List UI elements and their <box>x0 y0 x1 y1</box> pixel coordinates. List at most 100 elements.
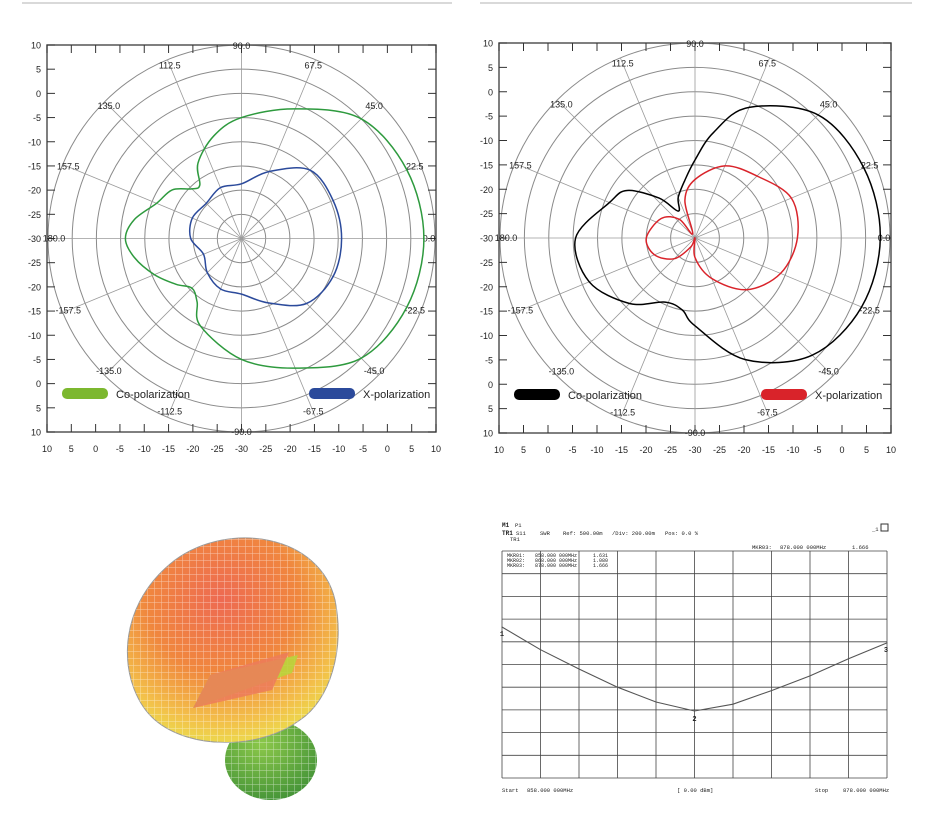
x-tick-label: -20 <box>186 444 199 454</box>
grid-spoke <box>167 238 242 418</box>
x-tick-label: 0 <box>93 444 98 454</box>
start-label: Start <box>502 787 519 794</box>
marker-label: 1 <box>500 631 504 639</box>
divider-right <box>480 2 912 4</box>
swr-point <box>693 710 696 712</box>
grid-spoke <box>620 237 696 419</box>
header-trace: TR1 <box>502 530 513 537</box>
marker-table-label: MKR01: <box>507 553 525 559</box>
grid-spoke <box>62 238 242 313</box>
x-tick-label: 0 <box>839 445 844 455</box>
x-tick-label: -20 <box>737 445 750 455</box>
y-tick-label: -20 <box>480 282 493 292</box>
angle-label: -112.5 <box>610 408 635 418</box>
swr-point <box>539 649 542 651</box>
grid-spoke <box>694 57 770 239</box>
swr-point <box>770 690 773 692</box>
y-tick-label: -15 <box>28 307 41 317</box>
y-tick-label: 5 <box>36 65 41 75</box>
y-tick-label: -25 <box>28 258 41 268</box>
x-tick-label: -15 <box>162 444 175 454</box>
x-tick-label: -5 <box>116 444 124 454</box>
marker-table-value: 1.631 <box>593 553 608 559</box>
stop-freq: 878.000 000MHz <box>843 787 889 794</box>
legend: Co-polarization X-polarization <box>514 389 882 402</box>
legend-swatch-1 <box>309 388 355 399</box>
x-tick-label: 10 <box>494 445 504 455</box>
x-tick-label: -25 <box>713 445 726 455</box>
marker-table-freq: 858.000 000MHz <box>535 553 577 559</box>
legend-label: X-polarization <box>363 389 430 401</box>
x-tick-label: 10 <box>886 445 896 455</box>
stop-label: Stop <box>815 787 828 794</box>
x-tick-label: -5 <box>359 444 367 454</box>
angle-label: 157.5 <box>509 161 532 171</box>
y-tick-label: -25 <box>480 209 493 219</box>
legend-label: Co-polarization <box>116 389 190 401</box>
legend-swatch-0 <box>62 388 108 399</box>
legend-label: X-polarization <box>815 390 882 402</box>
grid-spoke <box>556 237 696 377</box>
y-tick-label: 0 <box>488 380 493 390</box>
header-pos: Pos: 0.0 % <box>665 530 699 537</box>
y-tick-label: -15 <box>480 160 493 170</box>
start-freq: 858.000 000MHz <box>527 787 573 794</box>
angle-label: 135.0 <box>98 101 121 111</box>
grid-spoke <box>694 237 876 313</box>
marker-table-value: 1.080 <box>593 558 608 564</box>
legend-label: Co-polarization <box>568 390 642 402</box>
marker-table-value: 1.666 <box>593 563 608 569</box>
y-tick-label: 5 <box>488 63 493 73</box>
y-tick-label: -20 <box>28 186 41 196</box>
angle-label: 45.0 <box>365 101 383 111</box>
active-marker-freq: 878.000 000MHz <box>780 544 826 551</box>
swr-point <box>732 703 734 705</box>
angle-label: -90.0 <box>231 427 252 437</box>
angle-label: 135.0 <box>550 99 573 109</box>
swr-point <box>655 701 657 703</box>
angle-label: 67.5 <box>304 60 322 70</box>
y-tick-label: -5 <box>485 112 493 122</box>
grid-spoke <box>104 238 242 376</box>
y-tick-label: -5 <box>33 355 41 365</box>
y-tick-label: -10 <box>28 137 41 147</box>
y-tick-label: 10 <box>31 41 41 51</box>
active-marker-value: 1.666 <box>852 544 869 551</box>
y-tick-label: 5 <box>488 404 493 414</box>
marker-table-label: MKR03: <box>507 563 525 569</box>
y-tick-label: 10 <box>31 428 41 438</box>
angle-label: -22.5 <box>859 305 880 315</box>
x-tick-label: 10 <box>42 444 52 454</box>
swr-point <box>616 686 619 688</box>
angle-label: -67.5 <box>757 408 778 418</box>
x-tick-label: -5 <box>568 445 576 455</box>
angle-label: 180.0 <box>495 233 518 243</box>
y-tick-label: -20 <box>28 282 41 292</box>
angle-label: 0.0 <box>423 234 436 244</box>
grid-spoke <box>104 101 242 239</box>
angle-label: -135.0 <box>549 367 575 377</box>
corner-label: _1 <box>871 526 879 533</box>
y-tick-label: -5 <box>485 355 493 365</box>
angle-label: 45.0 <box>820 99 838 109</box>
grid-spoke <box>694 237 770 419</box>
divider-left <box>22 2 452 4</box>
series-line-co-polarization <box>574 105 882 364</box>
x-tick-label: 10 <box>431 444 441 454</box>
grid-spoke <box>514 237 696 313</box>
legend: Co-polarization X-polarization <box>62 388 430 401</box>
marker-label: 2 <box>692 716 696 724</box>
angle-label: 67.5 <box>759 58 777 68</box>
grid-spoke <box>514 163 696 239</box>
legend-swatch-0 <box>514 389 560 400</box>
angle-label: 22.5 <box>406 162 424 172</box>
y-tick-label: -20 <box>480 185 493 195</box>
grid-spoke <box>556 99 696 239</box>
marker-table-freq: 868.000 000MHz <box>535 558 577 564</box>
header-param: S11 <box>516 530 527 537</box>
close-box-icon <box>880 523 889 532</box>
y-tick-label: 10 <box>483 429 493 439</box>
x-tick-label: -20 <box>639 445 652 455</box>
